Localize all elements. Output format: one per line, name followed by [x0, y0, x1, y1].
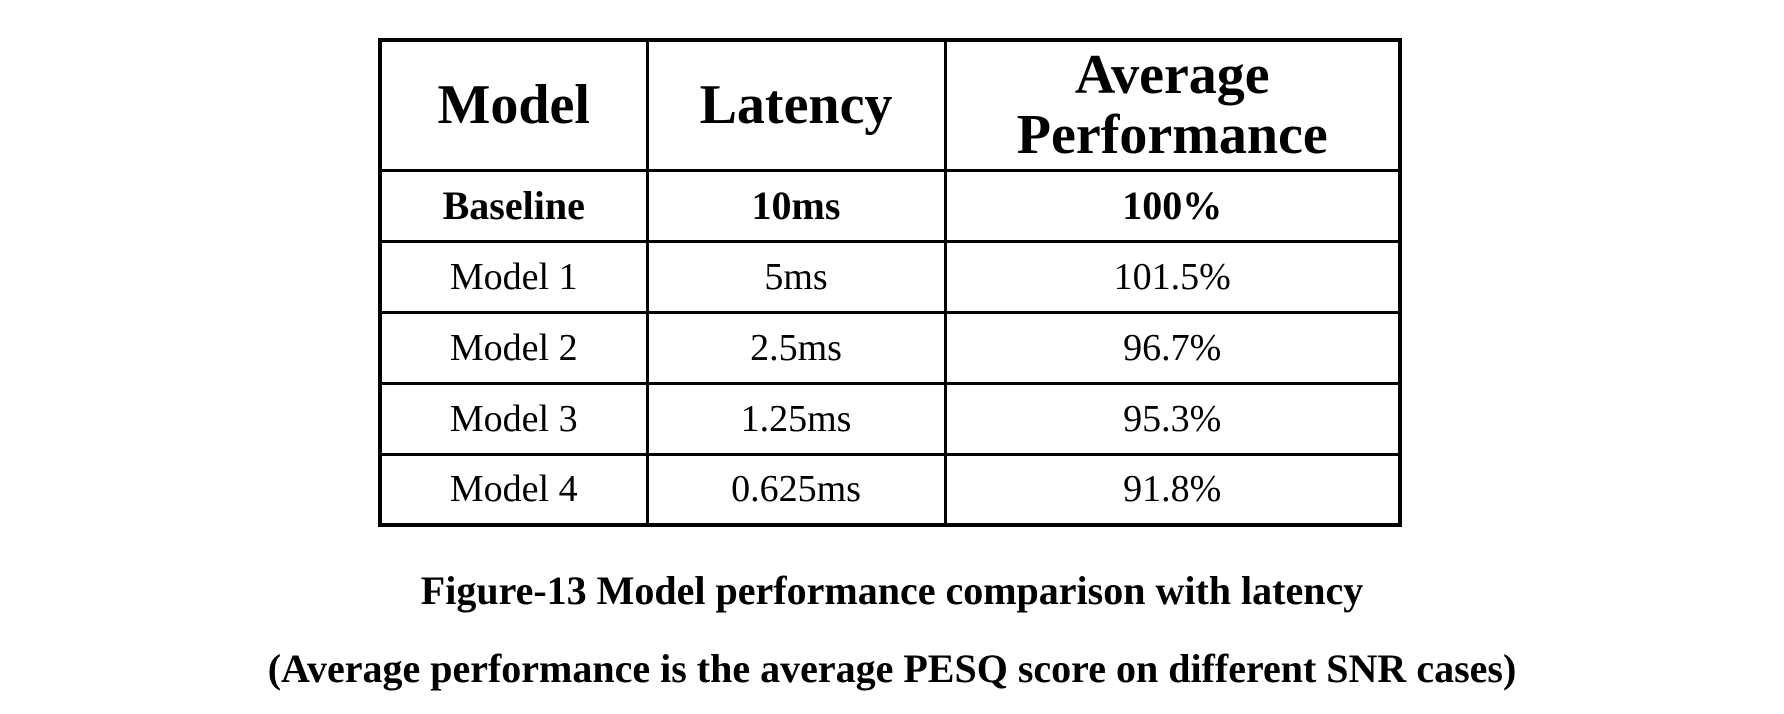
- figure-caption-subtitle: (Average performance is the average PESQ…: [267, 646, 1517, 691]
- cell-model: Model 1: [378, 239, 649, 314]
- table-row-model-2: Model 2 2.5ms 96.7%: [378, 310, 1402, 385]
- figure-caption-title: Figure-13 Model performance comparison w…: [420, 568, 1364, 613]
- cell-model: Model 4: [378, 452, 649, 527]
- cell-latency: 10ms: [645, 168, 947, 243]
- table-header-row: Model Latency Average Performance: [378, 38, 1402, 172]
- cell-latency: 2.5ms: [645, 310, 947, 385]
- table-row-model-3: Model 3 1.25ms 95.3%: [378, 381, 1402, 456]
- cell-performance: 95.3%: [943, 381, 1402, 456]
- cell-performance: 100%: [943, 168, 1402, 243]
- cell-performance: 101.5%: [943, 239, 1402, 314]
- cell-model: Baseline: [378, 168, 649, 243]
- table-row-baseline: Baseline 10ms 100%: [378, 168, 1402, 243]
- header-performance: Average Performance: [943, 38, 1402, 172]
- cell-model: Model 2: [378, 310, 649, 385]
- cell-latency: 1.25ms: [645, 381, 947, 456]
- header-latency: Latency: [645, 38, 947, 172]
- table-row-model-4: Model 4 0.625ms 91.8%: [378, 452, 1402, 527]
- table-row-model-1: Model 1 5ms 101.5%: [378, 239, 1402, 314]
- cell-latency: 5ms: [645, 239, 947, 314]
- cell-latency: 0.625ms: [645, 452, 947, 527]
- cell-performance: 91.8%: [943, 452, 1402, 527]
- header-model: Model: [378, 38, 649, 172]
- model-performance-table: Model Latency Average Performance Baseli…: [378, 38, 1402, 527]
- cell-model: Model 3: [378, 381, 649, 456]
- cell-performance: 96.7%: [943, 310, 1402, 385]
- figure-caption: Figure-13 Model performance comparison w…: [0, 552, 1784, 708]
